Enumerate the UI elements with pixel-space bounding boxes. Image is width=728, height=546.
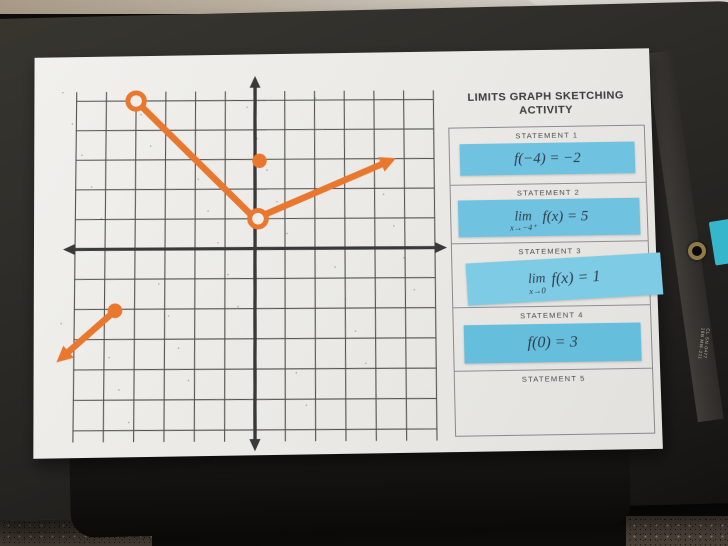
statement-5-header: STATEMENT 5 bbox=[521, 373, 586, 384]
grid-line-vertical bbox=[433, 91, 437, 440]
paper-speckle bbox=[246, 106, 248, 109]
paper-speckle bbox=[91, 186, 93, 189]
paper-speckle bbox=[266, 169, 268, 171]
paper-speckle bbox=[62, 92, 65, 95]
x-axis-left-arrow-icon bbox=[63, 244, 76, 255]
statement-4-expression: f(0) = 3 bbox=[527, 333, 578, 352]
statement-1-card: f(−4) = −2 bbox=[459, 141, 636, 176]
paper-speckle bbox=[118, 389, 120, 391]
paper-speckle bbox=[127, 421, 130, 424]
grid-line-vertical bbox=[73, 93, 77, 443]
paper-speckle bbox=[108, 356, 110, 359]
function-ray bbox=[63, 311, 115, 357]
paper-speckle bbox=[237, 305, 239, 308]
statement-1-header: STATEMENT 1 bbox=[515, 130, 579, 141]
statement-section-1: STATEMENT 1 f(−4) = −2 bbox=[449, 126, 645, 185]
paper-speckle bbox=[276, 201, 279, 204]
y-axis-down-arrow-icon bbox=[249, 439, 261, 452]
x-axis-right-arrow-icon bbox=[434, 242, 448, 254]
paper-speckle bbox=[157, 282, 160, 285]
grid-line-horizontal bbox=[74, 276, 436, 280]
statement-3-header: STATEMENT 3 bbox=[518, 246, 582, 257]
limit-notation: lim x→0 bbox=[527, 270, 546, 296]
statement-section-4: STATEMENT 4 f(0) = 3 bbox=[453, 304, 653, 371]
paper-speckle bbox=[393, 225, 396, 228]
statement-2-card: lim x→−4⁺ f(x) = 5 bbox=[457, 197, 641, 238]
grid-line-vertical bbox=[103, 92, 106, 442]
paper-speckle bbox=[177, 347, 180, 350]
paper-speckle bbox=[187, 379, 190, 382]
paper-speckle bbox=[198, 179, 200, 181]
paper-speckle bbox=[344, 298, 347, 300]
title-line1: LIMITS GRAPH SKETCHING bbox=[467, 89, 625, 104]
grid-line-vertical bbox=[404, 91, 407, 440]
function-arrowhead-icon bbox=[378, 157, 397, 172]
paper-speckle bbox=[305, 404, 308, 407]
paper-speckle bbox=[60, 322, 62, 325]
paper-speckle bbox=[72, 124, 74, 126]
statements-panel: LIMITS GRAPH SKETCHING ACTIVITY STATEMEN… bbox=[444, 81, 663, 437]
statements-box: STATEMENT 1 f(−4) = −2 STATEMENT 2 lim x… bbox=[448, 124, 663, 437]
open-point bbox=[247, 208, 270, 230]
lim-subscript: x→−4⁺ bbox=[509, 222, 537, 233]
statement-2-expression: f(x) = 5 bbox=[542, 208, 589, 226]
y-axis-up-arrow-icon bbox=[249, 75, 261, 88]
paper-speckle bbox=[295, 372, 298, 374]
paper-speckle bbox=[333, 266, 336, 268]
paper-speckle bbox=[354, 330, 357, 332]
limit-notation: lim x→−4⁺ bbox=[509, 207, 537, 233]
paper-speckle bbox=[167, 315, 170, 317]
paper-speckle bbox=[412, 288, 415, 290]
grid-line-vertical bbox=[134, 92, 137, 442]
open-point bbox=[128, 93, 145, 109]
closed-point bbox=[252, 153, 267, 169]
lim-text: lim bbox=[527, 270, 546, 287]
grid-line-vertical bbox=[374, 91, 376, 441]
statement-2-header: STATEMENT 2 bbox=[516, 187, 580, 198]
grid-line-vertical bbox=[164, 92, 166, 442]
carpet-bottom-right bbox=[626, 516, 728, 546]
statement-section-2: STATEMENT 2 lim x→−4⁺ f(x) = 5 bbox=[450, 181, 648, 244]
graph-area bbox=[33, 54, 450, 457]
graph-canvas bbox=[33, 54, 448, 457]
lim-text: lim bbox=[514, 207, 532, 223]
statement-1-expression: f(−4) = −2 bbox=[513, 149, 581, 167]
paper-speckle bbox=[140, 113, 142, 116]
statement-section-3: STATEMENT 3 lim x→0 f(x) = 1 bbox=[451, 240, 663, 308]
page-title: LIMITS GRAPH SKETCHING ACTIVITY bbox=[445, 89, 648, 119]
x-axis bbox=[67, 246, 443, 252]
statement-3-card: lim x→0 f(x) = 1 bbox=[465, 252, 663, 306]
title-line2: ACTIVITY bbox=[519, 103, 574, 117]
function-ray bbox=[255, 162, 388, 219]
grid-line-vertical bbox=[314, 91, 315, 441]
paper-speckle bbox=[150, 146, 153, 148]
statement-4-header: STATEMENT 4 bbox=[520, 310, 584, 321]
lim-subscript: x→0 bbox=[528, 284, 546, 296]
statement-3-expression: f(x) = 1 bbox=[550, 267, 601, 288]
grid-line-vertical bbox=[194, 92, 195, 442]
paper-speckle bbox=[81, 155, 84, 158]
paper-speckle bbox=[382, 193, 385, 196]
grid-line-vertical bbox=[285, 91, 286, 441]
statement-4-card: f(0) = 3 bbox=[463, 322, 642, 364]
paper-speckle bbox=[207, 210, 210, 213]
camera-hole-icon bbox=[688, 242, 706, 260]
paper-speckle bbox=[226, 273, 229, 276]
closed-point bbox=[107, 303, 123, 319]
statement-section-5: STATEMENT 5 bbox=[454, 367, 655, 436]
paper-speckle bbox=[403, 256, 405, 259]
paper-speckle bbox=[217, 242, 219, 244]
grid-line-vertical bbox=[344, 91, 346, 441]
paper-speckle bbox=[286, 232, 289, 235]
paper-speckle bbox=[364, 362, 367, 365]
grid-line-vertical bbox=[225, 92, 226, 442]
worksheet-paper: LIMITS GRAPH SKETCHING ACTIVITY STATEMEN… bbox=[33, 48, 663, 459]
